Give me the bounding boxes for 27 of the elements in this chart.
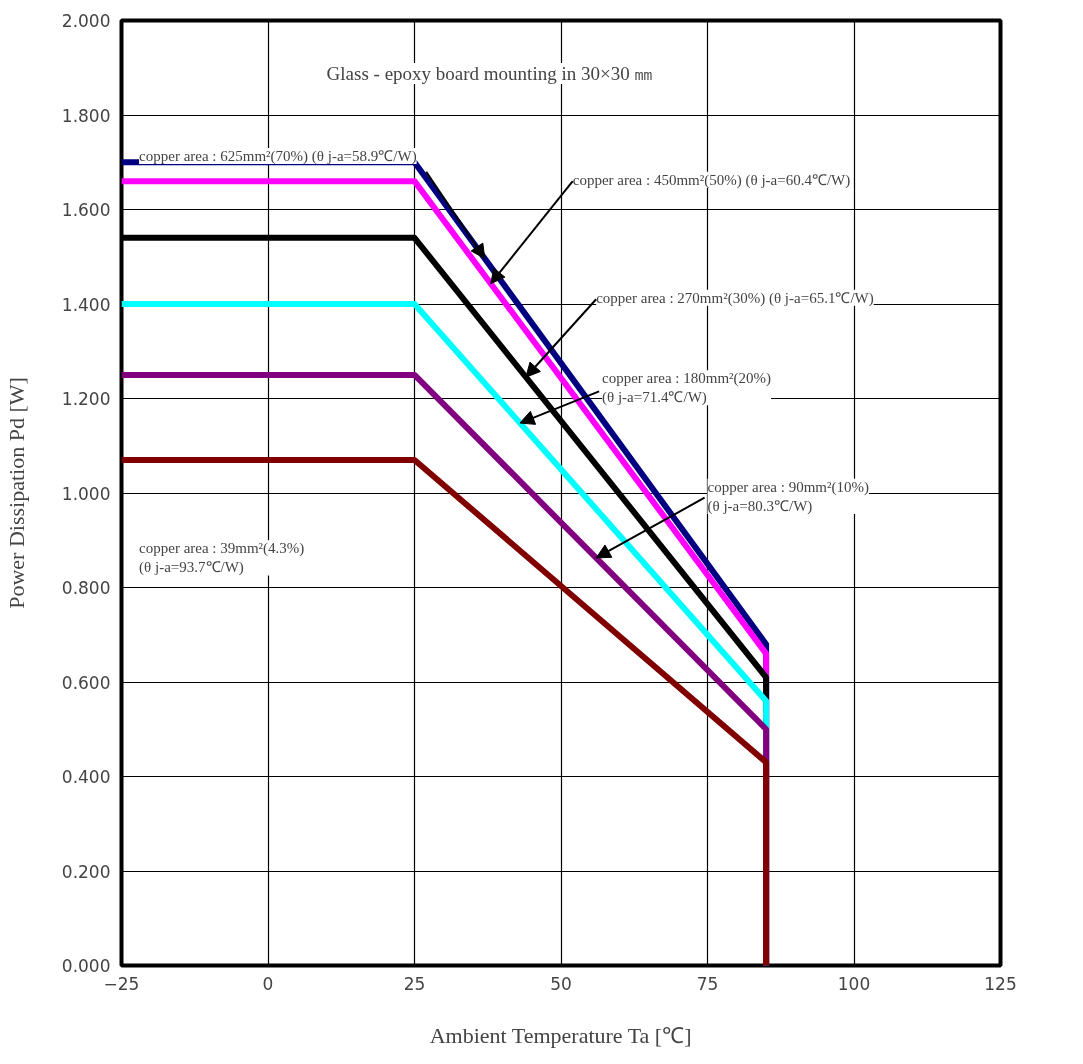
x-tick-label: 125 <box>984 973 1017 994</box>
y-tick-label: 1.600 <box>61 200 111 220</box>
x-tick-label: 0 <box>262 973 274 994</box>
y-tick-label: 1.000 <box>61 483 111 504</box>
y-tick-label: 0.400 <box>61 767 111 787</box>
y-tick-label: 0.200 <box>61 861 111 882</box>
x-tick-label: 100 <box>837 973 871 994</box>
y-tick-label: 0.000 <box>61 956 111 976</box>
y-axis-title: Power Dissipation Pd [W] <box>3 377 29 609</box>
x-axis-title: Ambient Temperature Ta [℃] <box>429 1022 692 1048</box>
annotation: copper area : 90mm²(10%) (θ j-a=80.3℃/W) <box>707 478 870 516</box>
y-tick-label: 1.800 <box>61 105 111 126</box>
y-tick-label: 0.600 <box>61 672 111 693</box>
y-tick-label: 1.400 <box>61 294 111 315</box>
annotation: copper area : 180mm²(20%) (θ j-a=71.4℃/W) <box>602 370 772 407</box>
annotation: copper area : 39mm²(4.3%) (θ j-a=93.7℃/W) <box>139 540 305 577</box>
x-tick-label: 75 <box>696 973 719 994</box>
x-tick-label: 50 <box>550 973 572 994</box>
annotation: copper area : 625mm²(70%) (θ j-a=58.9℃/W) <box>139 148 417 166</box>
x-tick-label: 25 <box>403 973 426 994</box>
y-tick-label: 1.200 <box>61 389 111 409</box>
annotation: copper area : 450mm²(50%) (θ j-a=60.4℃/W) <box>572 171 851 189</box>
y-tick-label: 0.800 <box>61 578 111 598</box>
annotation: Glass - epoxy board mounting in 30×30 ㎜ <box>326 63 654 85</box>
x-tick-label: −25 <box>103 973 140 994</box>
y-tick-label: 2.000 <box>61 11 111 31</box>
annotation: copper area : 270mm²(30%) (θ j-a=65.1℃/W) <box>596 289 874 307</box>
